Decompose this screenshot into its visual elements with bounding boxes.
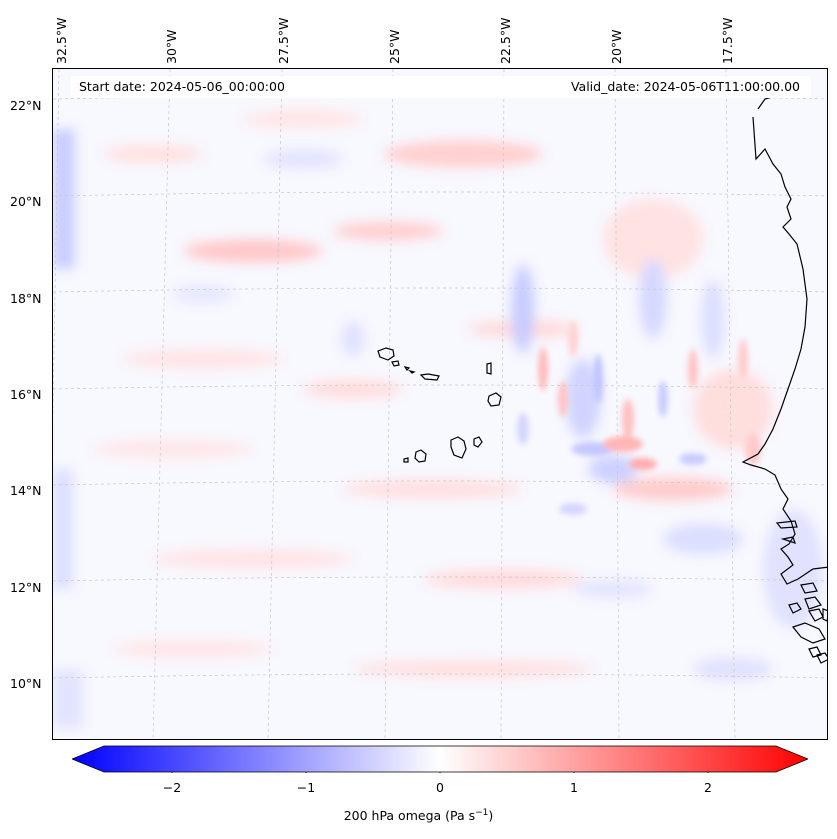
omega-map-panel: Start date: 2024-05-06_00:00:00 Valid_da… — [52, 68, 828, 740]
colorbar-tick-2: 2 — [704, 780, 712, 795]
lat-label-18n: 18°N — [10, 291, 42, 306]
lat-label-16n: 16°N — [10, 387, 42, 402]
lon-label-27-5w: 27.5°W — [276, 17, 291, 64]
lon-label-32-5w: 32.5°W — [54, 17, 69, 64]
lon-label-17-5w: 17.5°W — [720, 17, 735, 64]
cape-verde-islands — [377, 347, 502, 463]
colorbar-gradient — [72, 745, 808, 773]
omega-field-plot — [53, 69, 827, 739]
date-header-bar — [71, 76, 811, 98]
colorbar — [72, 745, 808, 773]
valid-date-label: Valid_date: 2024-05-06T11:00:00.00 — [570, 79, 800, 94]
lon-label-22-5w: 22.5°W — [498, 17, 513, 64]
colorbar-ticks — [171, 772, 709, 773]
colorbar-tick-1: 1 — [570, 780, 578, 795]
lon-label-30w: 30°W — [164, 29, 179, 64]
start-date-label: Start date: 2024-05-06_00:00:00 — [79, 79, 285, 94]
colorbar-tick-neg2: −2 — [162, 780, 182, 795]
lat-label-22n: 22°N — [10, 98, 42, 113]
lat-label-20n: 20°N — [10, 194, 42, 209]
lat-label-12n: 12°N — [10, 580, 42, 595]
colorbar-tick-neg1: −1 — [296, 780, 316, 795]
lon-label-20w: 20°W — [609, 29, 624, 64]
lat-label-10n: 10°N — [10, 676, 42, 691]
lon-label-25w: 25°W — [387, 29, 402, 64]
omega-field-blobs — [53, 69, 827, 739]
lat-label-14n: 14°N — [10, 483, 42, 498]
omega-field-detail — [517, 321, 761, 515]
colorbar-label: 200 hPa omega (Pa s−1) — [343, 808, 494, 824]
colorbar-tick-0: 0 — [436, 780, 444, 795]
